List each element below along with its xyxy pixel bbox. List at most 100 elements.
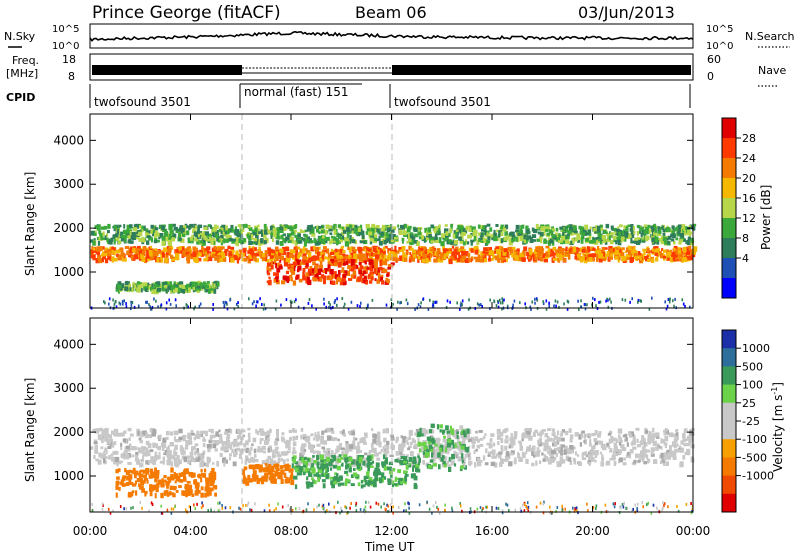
heat-cell [341, 253, 346, 258]
heat-cell [358, 445, 361, 450]
heat-speckle [561, 504, 563, 508]
heat-cell [457, 258, 460, 263]
heat-cell [510, 436, 513, 441]
heat-cell [457, 445, 462, 451]
heat-cell [350, 265, 354, 270]
heat-cell [401, 446, 405, 450]
heat-cell [527, 235, 531, 240]
heat-cell [321, 249, 325, 253]
heat-cell [329, 255, 332, 259]
heat-cell [189, 250, 192, 254]
heat-cell [381, 260, 387, 266]
heat-cell [480, 251, 484, 255]
heat-cell [344, 449, 348, 455]
heat-cell [510, 251, 513, 256]
heat-speckle [420, 301, 422, 305]
heat-cell [613, 442, 617, 447]
heat-cell [444, 228, 449, 234]
heat-cell [360, 248, 365, 251]
heat-speckle [291, 300, 293, 304]
heat-cell [546, 252, 549, 258]
heat-cell [368, 255, 373, 260]
heat-cell [553, 435, 559, 440]
heat-cell [166, 455, 169, 459]
heat-cell [410, 461, 414, 466]
heat-cell [370, 273, 374, 277]
heat-cell [560, 452, 563, 456]
heat-cell [510, 249, 514, 254]
heat-cell [309, 444, 314, 449]
heat-cell [306, 250, 310, 253]
heat-speckle [123, 507, 125, 511]
heat-cell [579, 230, 584, 235]
heat-cell [692, 246, 698, 252]
heat-cell [686, 250, 691, 256]
heat-cell [580, 432, 583, 438]
heat-cell [427, 250, 429, 254]
heat-cell [505, 427, 509, 432]
heat-cell [544, 443, 548, 448]
heat-cell [200, 287, 204, 291]
heat-cell [357, 267, 361, 271]
heat-cell [485, 448, 488, 454]
heat-cell [500, 258, 504, 264]
heat-cell [364, 260, 367, 265]
heat-cell [557, 234, 562, 238]
heat-speckle [606, 509, 609, 513]
heat-cell [114, 450, 119, 455]
heat-speckle [432, 504, 435, 508]
heat-cell [297, 459, 302, 463]
heat-cell [307, 462, 312, 466]
heat-cell [242, 434, 245, 438]
heat-cell [154, 455, 159, 460]
heat-cell [299, 248, 302, 254]
heat-speckle [160, 303, 163, 307]
heat-cell [337, 438, 340, 442]
heat-cell [522, 253, 526, 257]
heat-cell [95, 458, 100, 462]
heat-cell [405, 251, 409, 254]
heat-cell [345, 260, 349, 265]
heat-cell [104, 447, 108, 451]
heat-cell [220, 240, 223, 246]
heat-cell [518, 229, 524, 234]
heat-cell [321, 238, 326, 244]
heat-cell [627, 224, 632, 227]
heat-speckle [646, 503, 648, 507]
power-heatmap [90, 223, 698, 311]
heat-speckle [583, 303, 586, 306]
heat-cell [334, 248, 338, 253]
heat-speckle [130, 307, 132, 311]
heat-cell [356, 454, 359, 459]
heat-speckle [626, 506, 629, 510]
heat-cell [202, 442, 206, 448]
heat-speckle [207, 509, 209, 512]
heat-cell [675, 429, 678, 433]
heat-cell [433, 450, 437, 453]
heat-cell [201, 286, 206, 289]
heat-cell [131, 237, 137, 240]
heat-speckle [108, 297, 111, 301]
heat-cell [510, 452, 514, 456]
heat-speckle [193, 503, 195, 507]
heat-cell [105, 449, 108, 455]
heat-cell [289, 249, 294, 254]
heat-cell [548, 249, 552, 254]
heat-cell [483, 436, 486, 440]
heat-cell [173, 448, 176, 454]
heat-cell [380, 231, 384, 236]
heat-cell [671, 252, 676, 257]
heat-cell [476, 457, 481, 462]
heat-speckle [614, 502, 616, 506]
heat-speckle [481, 509, 483, 513]
heat-cell [633, 231, 636, 235]
heat-cell [532, 257, 536, 262]
heat-speckle [229, 298, 231, 302]
colorbar-cell [722, 198, 736, 219]
heat-cell [496, 249, 501, 255]
heat-speckle [101, 502, 104, 506]
heat-cell [631, 233, 635, 239]
heat-cell [151, 283, 154, 289]
heat-cell [245, 440, 249, 446]
